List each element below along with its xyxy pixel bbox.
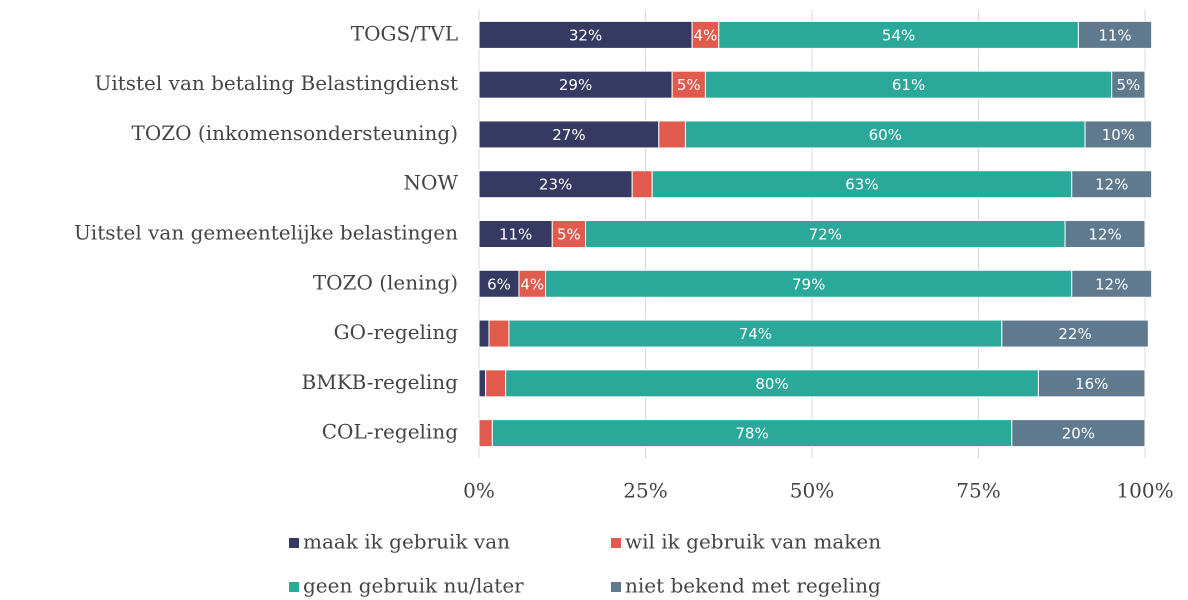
bar-segment [704, 70, 1113, 99]
value-label: 23% [539, 176, 572, 194]
bar-segment [518, 269, 547, 298]
category-label: Uitstel van gemeentelijke belastingen [74, 221, 458, 245]
bar-segment [585, 220, 1066, 248]
category-label: TOGS/TVL [351, 21, 458, 45]
category-label: TOZO (lening) [313, 270, 458, 294]
category-label: TOZO (inkomensondersteuning) [132, 121, 458, 145]
value-label: 12% [1095, 176, 1128, 194]
bar-segment [508, 319, 1003, 348]
bar-segment [1064, 220, 1146, 248]
bar-segment [1084, 120, 1153, 149]
bar-segment [545, 269, 1073, 298]
legend-label: geen gebruik nu/later [303, 574, 524, 598]
value-label: 5% [1116, 76, 1140, 94]
bar-segment [485, 369, 507, 398]
bar-segment [1111, 70, 1146, 99]
value-label: 80% [755, 375, 788, 393]
x-tick-label: 50% [790, 479, 834, 503]
bar-segment [488, 319, 510, 348]
bar-segment [478, 369, 487, 398]
bar-segment [1011, 419, 1146, 448]
value-label: 22% [1058, 325, 1091, 343]
category-label: COL-regeling [322, 420, 458, 444]
value-label: 12% [1088, 226, 1121, 244]
value-label: 4% [520, 275, 544, 293]
bar-segment [631, 170, 653, 199]
bar-segment [1071, 170, 1153, 199]
bar-segment [551, 220, 587, 248]
value-label: 6% [487, 275, 511, 293]
bar-segment [491, 419, 1013, 448]
value-label: 32% [569, 26, 602, 44]
x-tick-label: 0% [463, 479, 495, 503]
legend-swatch [611, 582, 621, 592]
bar-segment [505, 369, 1039, 398]
value-label: 5% [677, 76, 701, 94]
legend-swatch [289, 582, 299, 592]
bar-segment [1077, 20, 1153, 49]
value-label: 74% [739, 325, 772, 343]
bar-segment [1001, 319, 1149, 348]
value-label: 63% [845, 176, 878, 194]
value-label: 79% [792, 275, 825, 293]
bar-segment [478, 70, 673, 99]
category-label: BMKB-regeling [302, 370, 459, 394]
bar-segment [478, 220, 553, 248]
category-label: Uitstel van betaling Belastingdienst [94, 71, 458, 95]
value-label: 11% [499, 226, 532, 244]
bar-segment [651, 170, 1073, 199]
legend-swatch [611, 538, 621, 548]
value-label: 10% [1102, 126, 1135, 144]
bar-segment [478, 319, 490, 348]
x-tick-label: 100% [1116, 479, 1173, 503]
value-label: 4% [694, 26, 718, 44]
category-label: NOW [404, 171, 459, 195]
value-label: 54% [882, 26, 915, 44]
value-label: 16% [1075, 375, 1108, 393]
bar-segment [658, 120, 686, 149]
category-label: GO-regeling [334, 320, 459, 344]
legend-label: wil ik gebruik van maken [625, 530, 881, 554]
value-label: 5% [557, 226, 581, 244]
value-label: 27% [552, 126, 585, 144]
legend-label: maak ik gebruik van [303, 530, 510, 554]
bar-segment [1037, 369, 1146, 398]
bar-segment [478, 120, 660, 149]
bar-segment [1071, 269, 1153, 298]
value-label: 60% [869, 126, 902, 144]
x-tick-label: 25% [623, 479, 667, 503]
bar-segment [478, 20, 693, 49]
value-label: 29% [559, 76, 592, 94]
value-label: 20% [1062, 425, 1095, 443]
legend-swatch [289, 538, 299, 548]
value-label: 78% [735, 425, 768, 443]
value-label: 72% [809, 226, 842, 244]
legend-label: niet bekend met regeling [625, 574, 881, 598]
x-tick-label: 75% [956, 479, 1000, 503]
bar-segment [478, 419, 493, 448]
value-label: 61% [892, 76, 925, 94]
bar-segment [478, 269, 520, 298]
value-label: 12% [1095, 275, 1128, 293]
bar-segment [718, 20, 1079, 49]
value-label: 11% [1098, 26, 1131, 44]
